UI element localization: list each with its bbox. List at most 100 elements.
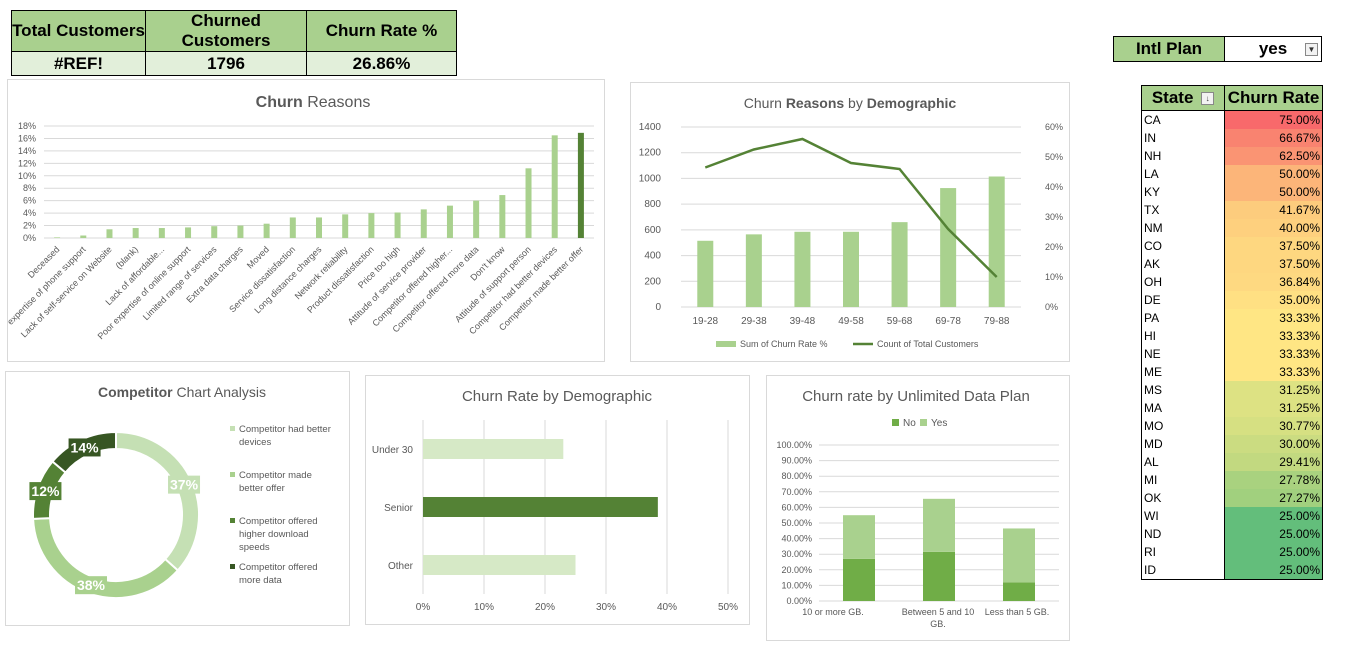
state-churn-rate[interactable]: 62.50% (1224, 147, 1323, 165)
state-header-label: State (1151, 88, 1194, 107)
state-code[interactable]: CO (1141, 237, 1225, 255)
state-header[interactable]: State ↓ (1141, 85, 1225, 111)
state-row[interactable]: NH 62.50% (1141, 147, 1323, 165)
state-row[interactable]: NE 33.33% (1141, 345, 1323, 363)
state-churn-rate[interactable]: 50.00% (1224, 165, 1323, 183)
state-code[interactable]: HI (1141, 327, 1225, 345)
unlimited-data-chart[interactable]: Churn rate by Unlimited Data Plan 0.00% 1… (766, 375, 1070, 641)
legend-label: Sum of Churn Rate % (740, 339, 828, 349)
state-churn-rate[interactable]: 37.50% (1224, 255, 1323, 273)
state-row[interactable]: LA 50.00% (1141, 165, 1323, 183)
state-code[interactable]: WI (1141, 507, 1225, 525)
state-churn-rate[interactable]: 25.00% (1224, 561, 1323, 580)
state-code[interactable]: MS (1141, 381, 1225, 399)
kpi-header-rate[interactable]: Churn Rate % (306, 10, 457, 52)
kpi-header-churned[interactable]: Churned Customers (145, 10, 307, 52)
state-row[interactable]: ME 33.33% (1141, 363, 1323, 381)
bar (473, 200, 480, 238)
state-code[interactable]: NE (1141, 345, 1225, 363)
state-code[interactable]: PA (1141, 309, 1225, 327)
state-row[interactable]: CA 75.00% (1141, 110, 1323, 129)
churn-rate-header[interactable]: Churn Rate (1224, 85, 1323, 111)
state-row[interactable]: RI 25.00% (1141, 543, 1323, 561)
state-row[interactable]: CO 37.50% (1141, 237, 1323, 255)
state-code[interactable]: LA (1141, 165, 1225, 183)
state-churn-rate[interactable]: 27.27% (1224, 489, 1323, 507)
state-code[interactable]: AL (1141, 453, 1225, 471)
state-churn-rate[interactable]: 31.25% (1224, 381, 1323, 399)
filter-icon[interactable]: ▼ (1305, 43, 1318, 56)
state-row[interactable]: HI 33.33% (1141, 327, 1323, 345)
state-churn-rate[interactable]: 31.25% (1224, 399, 1323, 417)
state-code[interactable]: OH (1141, 273, 1225, 291)
state-row[interactable]: TX 41.67% (1141, 201, 1323, 219)
state-churn-rate[interactable]: 66.67% (1224, 129, 1323, 147)
state-churn-rate[interactable]: 25.00% (1224, 507, 1323, 525)
demographic-combo-chart[interactable]: Churn Reasons by Demographic 0 200 400 600 8… (630, 82, 1070, 362)
state-churn-rate[interactable]: 27.78% (1224, 471, 1323, 489)
state-row[interactable]: PA 33.33% (1141, 309, 1323, 327)
state-churn-rate[interactable]: 33.33% (1224, 327, 1323, 345)
state-code[interactable]: ME (1141, 363, 1225, 381)
state-code[interactable]: TX (1141, 201, 1225, 219)
state-row[interactable]: AL 29.41% (1141, 453, 1323, 471)
state-churn-rate[interactable]: 33.33% (1224, 345, 1323, 363)
state-code[interactable]: DE (1141, 291, 1225, 309)
state-churn-rate[interactable]: 37.50% (1224, 237, 1323, 255)
state-row[interactable]: MD 30.00% (1141, 435, 1323, 453)
state-code[interactable]: ND (1141, 525, 1225, 543)
state-code[interactable]: MO (1141, 417, 1225, 435)
state-code[interactable]: RI (1141, 543, 1225, 561)
churn-rate-demographic-chart[interactable]: Churn Rate by Demographic 0% 10% 20% 30% 40%… (365, 375, 750, 625)
y-tick-label: 20.00% (781, 565, 812, 575)
state-row[interactable]: NM 40.00% (1141, 219, 1323, 237)
competitor-donut-chart[interactable]: Competitor Chart Analysis 37% 38% 12% 14% Co… (5, 371, 350, 626)
state-row[interactable]: ND 25.00% (1141, 525, 1323, 543)
state-row[interactable]: AK 37.50% (1141, 255, 1323, 273)
state-row[interactable]: MI 27.78% (1141, 471, 1323, 489)
bar (423, 439, 564, 459)
kpi-value-rate[interactable]: 26.86% (306, 51, 457, 76)
state-row[interactable]: IN 66.67% (1141, 129, 1323, 147)
state-row[interactable]: MO 30.77% (1141, 417, 1323, 435)
state-churn-rate[interactable]: 41.67% (1224, 201, 1323, 219)
intl-plan-cell[interactable]: yes ▼ (1224, 36, 1322, 62)
kpi-value-churned[interactable]: 1796 (145, 51, 307, 76)
state-churn-rate[interactable]: 30.00% (1224, 435, 1323, 453)
state-code[interactable]: AK (1141, 255, 1225, 273)
state-code[interactable]: OK (1141, 489, 1225, 507)
state-row[interactable]: MS 31.25% (1141, 381, 1323, 399)
kpi-value-total[interactable]: #REF! (11, 51, 146, 76)
state-churn-rate[interactable]: 40.00% (1224, 219, 1323, 237)
state-code[interactable]: NM (1141, 219, 1225, 237)
state-code[interactable]: MA (1141, 399, 1225, 417)
state-code[interactable]: NH (1141, 147, 1225, 165)
bar (158, 228, 165, 238)
state-code[interactable]: ID (1141, 561, 1225, 580)
state-code[interactable]: CA (1141, 110, 1225, 129)
state-churn-rate[interactable]: 29.41% (1224, 453, 1323, 471)
state-churn-rate[interactable]: 35.00% (1224, 291, 1323, 309)
state-code[interactable]: MI (1141, 471, 1225, 489)
state-row[interactable]: DE 35.00% (1141, 291, 1323, 309)
state-row[interactable]: OK 27.27% (1141, 489, 1323, 507)
sort-filter-icon[interactable]: ↓ (1201, 92, 1215, 106)
state-churn-rate[interactable]: 30.77% (1224, 417, 1323, 435)
state-churn-rate[interactable]: 36.84% (1224, 273, 1323, 291)
state-row[interactable]: ID 25.00% (1141, 561, 1323, 580)
state-churn-rate[interactable]: 33.33% (1224, 309, 1323, 327)
state-code[interactable]: IN (1141, 129, 1225, 147)
state-churn-rate[interactable]: 25.00% (1224, 525, 1323, 543)
state-churn-rate[interactable]: 75.00% (1224, 110, 1323, 129)
state-row[interactable]: OH 36.84% (1141, 273, 1323, 291)
state-code[interactable]: MD (1141, 435, 1225, 453)
churn-reasons-chart[interactable]: Churn Reasons 0% 2% 4% 6% 8% 10% 12% 14% 16% 18% D… (7, 79, 605, 362)
state-row[interactable]: WI 25.00% (1141, 507, 1323, 525)
state-churn-rate[interactable]: 25.00% (1224, 543, 1323, 561)
state-churn-rate[interactable]: 33.33% (1224, 363, 1323, 381)
state-churn-rate[interactable]: 50.00% (1224, 183, 1323, 201)
state-row[interactable]: MA 31.25% (1141, 399, 1323, 417)
state-row[interactable]: KY 50.00% (1141, 183, 1323, 201)
state-code[interactable]: KY (1141, 183, 1225, 201)
kpi-header-total[interactable]: Total Customers (11, 10, 146, 52)
